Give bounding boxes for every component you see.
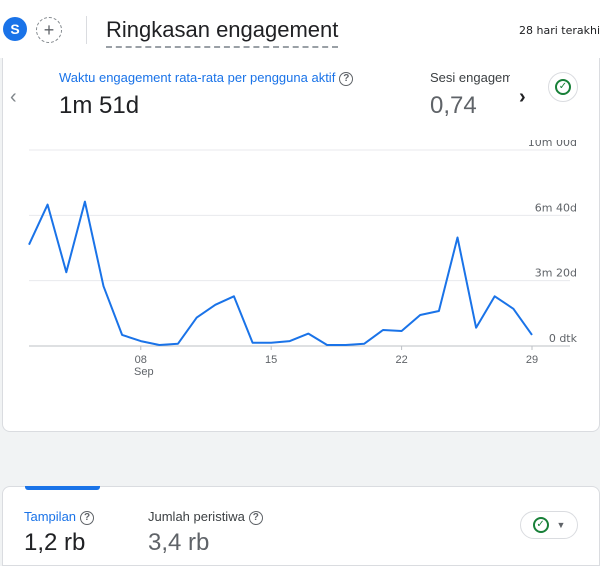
metric-value-engaged-sessions: 0,74	[430, 92, 477, 119]
metric-value-event-count: 3,4 rb	[148, 529, 210, 556]
avatar[interactable]: S	[3, 17, 27, 41]
metric-value-views: 1,2 rb	[24, 529, 86, 556]
y-tick-label: 3m 20d	[535, 267, 577, 280]
divider	[86, 16, 87, 44]
y-tick-label: 6m 40d	[535, 201, 577, 214]
metric-label-avg-engagement[interactable]: Waktu engagement rata-rata per pengguna …	[59, 70, 354, 86]
y-tick-label: 10m 00d	[528, 140, 577, 149]
check-circle-icon: ✓	[555, 79, 571, 95]
chevron-right-icon[interactable]: ›	[519, 86, 526, 108]
top-bar: S + Ringkasan engagement 28 hari terakhi	[0, 0, 600, 58]
metric-label-text: Jumlah peristiwa	[148, 509, 245, 524]
engagement-card	[2, 58, 600, 432]
metric-label-text: Waktu engagement rata-rata per pengguna …	[59, 70, 336, 85]
help-icon[interactable]: ?	[339, 71, 354, 86]
x-tick-label: 22	[395, 354, 407, 366]
chevron-left-icon[interactable]: ‹	[10, 86, 17, 108]
page-title[interactable]: Ringkasan engagement	[106, 17, 339, 48]
metric-value-avg-engagement: 1m 51d	[59, 92, 140, 119]
add-comparison-button[interactable]: +	[36, 17, 62, 43]
x-tick-label: 15	[265, 354, 277, 366]
help-icon[interactable]: ?	[248, 510, 263, 525]
views-card	[2, 486, 600, 566]
status-dropdown[interactable]: ✓ ▼	[520, 511, 578, 539]
metric-label-event-count[interactable]: Jumlah peristiwa?	[148, 509, 263, 525]
plus-icon: +	[43, 20, 55, 40]
check-circle-icon: ✓	[532, 517, 549, 533]
series-line	[28, 200, 533, 346]
x-tick-label: 08	[135, 354, 147, 366]
metric-label-engaged-sessions[interactable]: Sesi engagement	[430, 70, 510, 85]
y-tick-label: 0 dtk	[549, 332, 578, 345]
status-button[interactable]: ✓	[548, 72, 578, 102]
x-tick-label: 29	[526, 354, 538, 366]
x-tick-sublabel: Sep	[134, 366, 154, 378]
help-icon[interactable]: ?	[80, 510, 95, 525]
metric-label-text: Tampilan	[24, 509, 77, 524]
metric-label-views[interactable]: Tampilan?	[24, 509, 95, 525]
date-range-selector[interactable]: 28 hari terakhi	[519, 24, 600, 37]
active-tab-indicator	[25, 486, 100, 490]
chevron-down-icon: ▼	[556, 520, 566, 530]
